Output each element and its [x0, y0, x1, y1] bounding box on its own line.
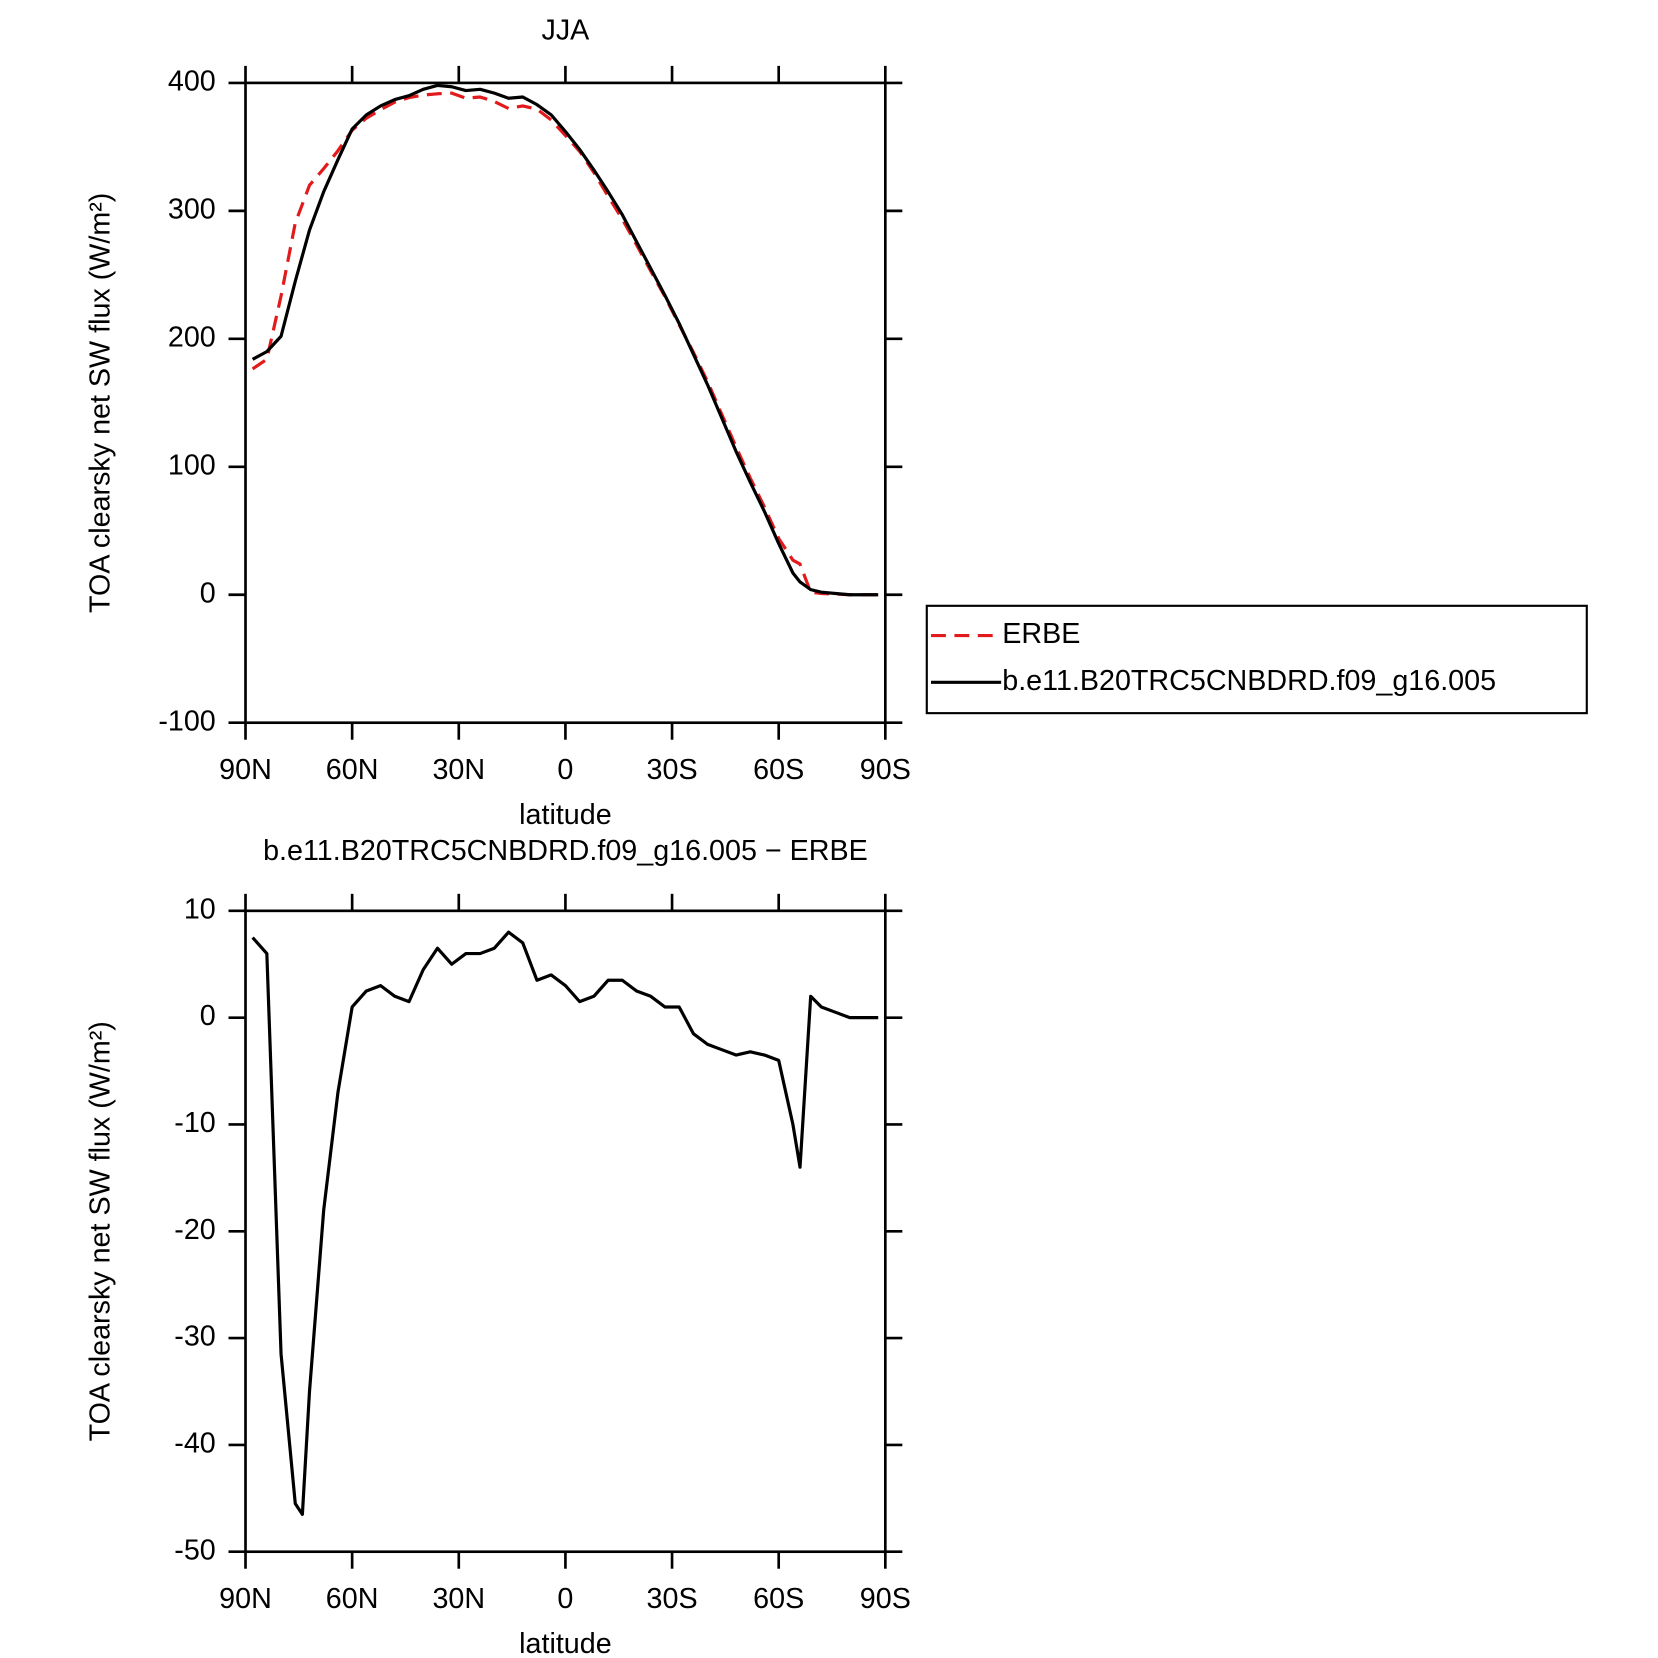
x-tick-label: 30N: [432, 754, 485, 786]
y-tick-label: -20: [174, 1214, 215, 1246]
legend-box: [925, 604, 1588, 715]
x-tick-label: 60N: [326, 754, 379, 786]
y-tick-label: -100: [158, 705, 215, 737]
series-line: [251, 91, 879, 597]
x-tick-label: 0: [557, 754, 573, 786]
y-tick-label: 400: [168, 65, 216, 97]
x-axis-label: latitude: [519, 799, 612, 831]
chart-title: JJA: [542, 14, 591, 46]
x-tick-label: 60S: [753, 754, 804, 786]
y-tick-label: 0: [200, 577, 216, 609]
chart-title: b.e11.B20TRC5CNBDRD.f09_g16.005 − ERBE: [263, 835, 868, 867]
plot-frame: [244, 81, 887, 725]
y-tick-label: -10: [174, 1107, 215, 1139]
x-tick-label: 60S: [753, 1583, 804, 1615]
y-tick-label: 100: [168, 449, 216, 481]
y-axis-label: TOA clearsky net SW flux (W/m²): [85, 193, 117, 613]
x-tick-label: 90N: [219, 754, 272, 786]
x-tick-label: 60N: [326, 1583, 379, 1615]
plot-frame: [244, 909, 887, 1554]
y-tick-label: -50: [174, 1534, 215, 1566]
x-tick-label: 90N: [219, 1583, 272, 1615]
y-tick-label: 0: [200, 1000, 216, 1032]
series-line: [251, 83, 879, 597]
y-tick-label: 200: [168, 321, 216, 353]
y-tick-label: 10: [184, 893, 216, 925]
legend-label: b.e11.B20TRC5CNBDRD.f09_g16.005: [1002, 665, 1496, 697]
x-tick-label: 30N: [432, 1583, 485, 1615]
x-tick-label: 90S: [860, 754, 911, 786]
legend-label: ERBE: [1002, 618, 1080, 650]
y-tick-label: -40: [174, 1427, 215, 1459]
x-tick-label: 0: [557, 1583, 573, 1615]
x-tick-label: 30S: [647, 754, 698, 786]
x-tick-label: 30S: [647, 1583, 698, 1615]
y-axis-label: TOA clearsky net SW flux (W/m²): [85, 1021, 117, 1441]
x-tick-label: 90S: [860, 1583, 911, 1615]
x-axis-label: latitude: [519, 1628, 612, 1658]
y-tick-label: -30: [174, 1321, 215, 1353]
series-line: [251, 930, 879, 1516]
y-tick-label: 300: [168, 193, 216, 225]
